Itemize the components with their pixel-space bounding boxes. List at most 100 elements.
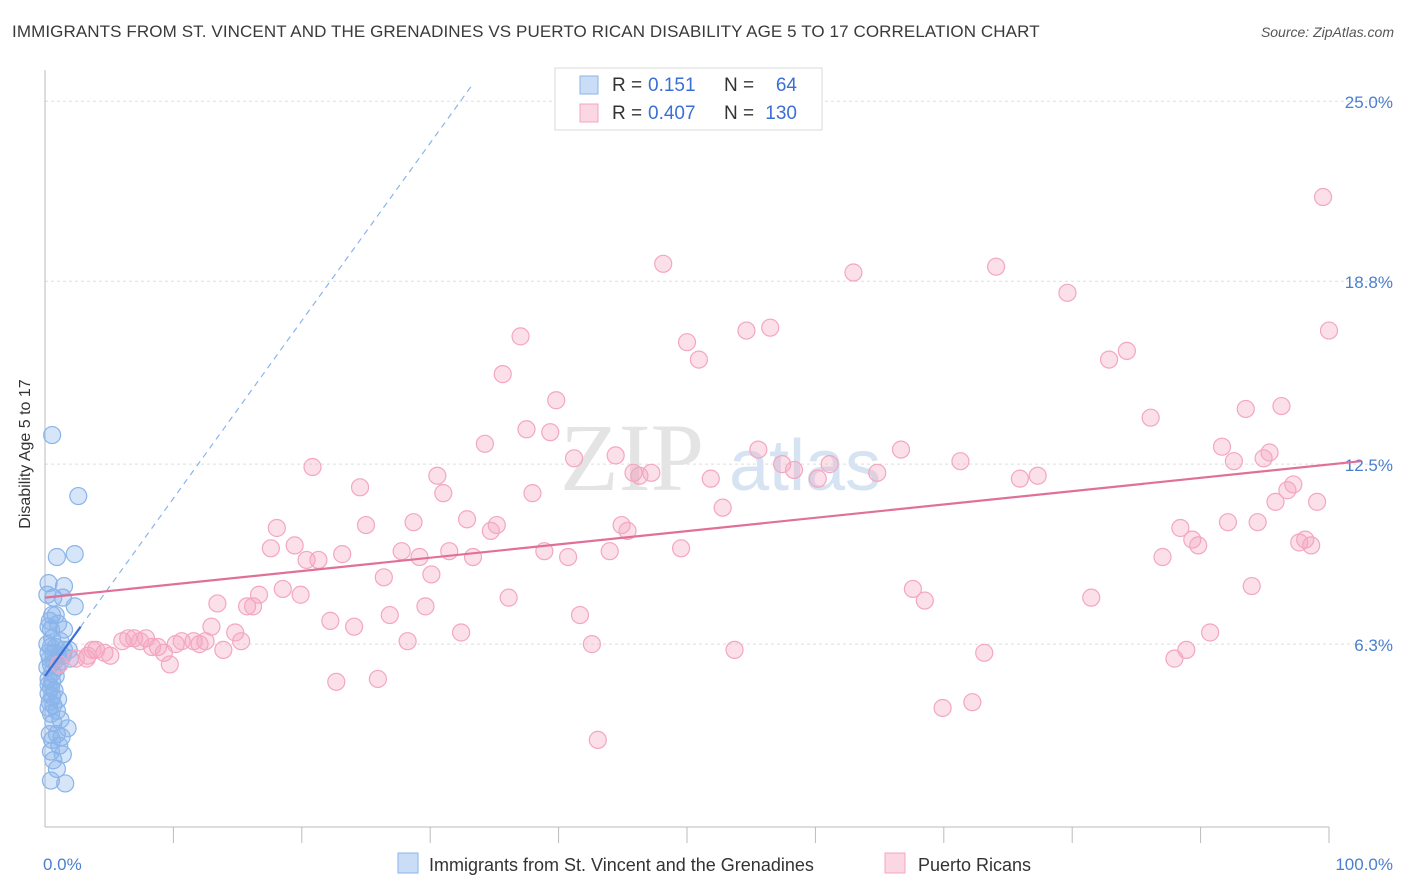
point-puerto-ricans [642, 463, 661, 482]
point-puerto-ricans [1308, 492, 1327, 511]
point-puerto-ricans [1099, 350, 1119, 369]
trendline-extension-immigrants [80, 83, 474, 628]
bottom-legend-label: Puerto Ricans [918, 855, 1031, 875]
point-puerto-ricans [487, 515, 506, 535]
point-svg-immigrants [41, 771, 61, 790]
point-puerto-ricans [1177, 640, 1196, 660]
point-svg-immigrants [56, 774, 75, 793]
legend-r-value: 0.407 [648, 103, 696, 124]
chart-title: IMMIGRANTS FROM ST. VINCENT AND THE GREN… [12, 22, 1040, 41]
point-puerto-ricans [1153, 547, 1172, 567]
watermark-atlas: atlas [729, 426, 881, 506]
point-puerto-ricans [1242, 576, 1261, 596]
point-puerto-ricans [1248, 513, 1267, 532]
point-puerto-ricans [434, 484, 453, 503]
point-svg-immigrants [69, 486, 88, 506]
point-puerto-ricans [517, 420, 536, 439]
point-puerto-ricans [303, 457, 322, 477]
point-puerto-ricans [457, 510, 477, 529]
point-puerto-ricans [356, 515, 376, 535]
point-puerto-ricans [499, 588, 518, 607]
point-puerto-ricans [713, 498, 732, 517]
point-puerto-ricans [564, 449, 584, 468]
point-puerto-ricans [588, 730, 607, 750]
legend-swatch [579, 103, 599, 123]
point-puerto-ricans [523, 484, 542, 503]
legend-r-label: R = [612, 75, 642, 96]
point-puerto-ricans [1117, 341, 1136, 360]
point-puerto-ricans [327, 672, 346, 691]
y-tick-label: 12.5% [1345, 456, 1393, 475]
point-puerto-ricans [725, 640, 744, 660]
point-puerto-ricans [368, 669, 387, 689]
trendline-puerto-ricans [44, 460, 1362, 599]
legend-box [554, 67, 823, 131]
point-svg-immigrants [43, 425, 62, 445]
point-puerto-ricans [1313, 187, 1333, 207]
point-puerto-ricans [891, 440, 911, 459]
point-puerto-ricans [630, 466, 649, 485]
point-puerto-ricans [273, 579, 292, 599]
legend-n-value: 64 [776, 75, 798, 96]
point-puerto-ricans [101, 646, 120, 665]
point-puerto-ricans [1171, 518, 1190, 538]
point-puerto-ricans [868, 463, 887, 482]
point-puerto-ricans [1212, 437, 1232, 456]
point-puerto-ricans [309, 550, 328, 570]
point-puerto-ricans [975, 643, 994, 662]
point-puerto-ricans [582, 635, 601, 654]
point-puerto-ricans [238, 597, 257, 616]
point-puerto-ricans [463, 547, 483, 567]
legend-n-value: 130 [765, 103, 797, 124]
legend-n-label: N = [724, 75, 754, 96]
point-puerto-ricans [1010, 469, 1029, 488]
legend-swatch [579, 75, 599, 95]
point-puerto-ricans [987, 257, 1006, 276]
point-puerto-ricans [689, 350, 708, 369]
point-puerto-ricans [202, 617, 221, 636]
bottom-legend-swatch [397, 852, 419, 874]
point-puerto-ricans [654, 254, 673, 273]
point-puerto-ricans [1224, 452, 1243, 471]
point-puerto-ricans [701, 469, 720, 488]
x-tick-label: 100.0% [1335, 855, 1393, 874]
point-puerto-ricans [261, 539, 280, 558]
point-puerto-ricans [737, 321, 756, 340]
point-puerto-ricans [606, 446, 625, 465]
point-puerto-ricans [1141, 408, 1160, 427]
point-svg-immigrants [65, 545, 84, 564]
point-puerto-ricans [404, 513, 423, 532]
point-puerto-ricans [1189, 536, 1208, 555]
point-puerto-ricans [1082, 588, 1101, 607]
point-puerto-ricans [963, 693, 982, 712]
point-puerto-ricans [142, 637, 162, 657]
point-puerto-ricans [380, 605, 399, 625]
point-puerto-ricans [951, 452, 970, 471]
y-tick-label: 6.3% [1354, 636, 1393, 655]
point-puerto-ricans [541, 423, 560, 442]
point-puerto-ricans [291, 585, 310, 604]
point-puerto-ricans [570, 605, 590, 625]
point-puerto-ricans [559, 547, 578, 567]
point-svg-immigrants [47, 547, 66, 567]
point-puerto-ricans [285, 536, 304, 555]
point-puerto-ricans [1319, 321, 1339, 340]
point-svg-immigrants [47, 759, 66, 779]
point-puerto-ricans [160, 655, 179, 674]
point-puerto-ricans [820, 455, 839, 474]
point-puerto-ricans [511, 327, 530, 346]
bottom-legend-swatch [884, 852, 906, 874]
legend-r-label: R = [612, 103, 642, 124]
point-puerto-ricans [416, 597, 435, 616]
point-puerto-ricans [452, 623, 471, 642]
point-puerto-ricans [1058, 283, 1077, 302]
point-puerto-ricans [1236, 399, 1255, 419]
point-puerto-ricans [808, 469, 827, 488]
point-puerto-ricans [475, 434, 494, 453]
point-puerto-ricans [761, 318, 780, 337]
point-puerto-ricans [600, 542, 619, 561]
point-puerto-ricans [243, 597, 263, 616]
point-puerto-ricans [784, 460, 804, 480]
point-puerto-ricans [1218, 513, 1238, 532]
